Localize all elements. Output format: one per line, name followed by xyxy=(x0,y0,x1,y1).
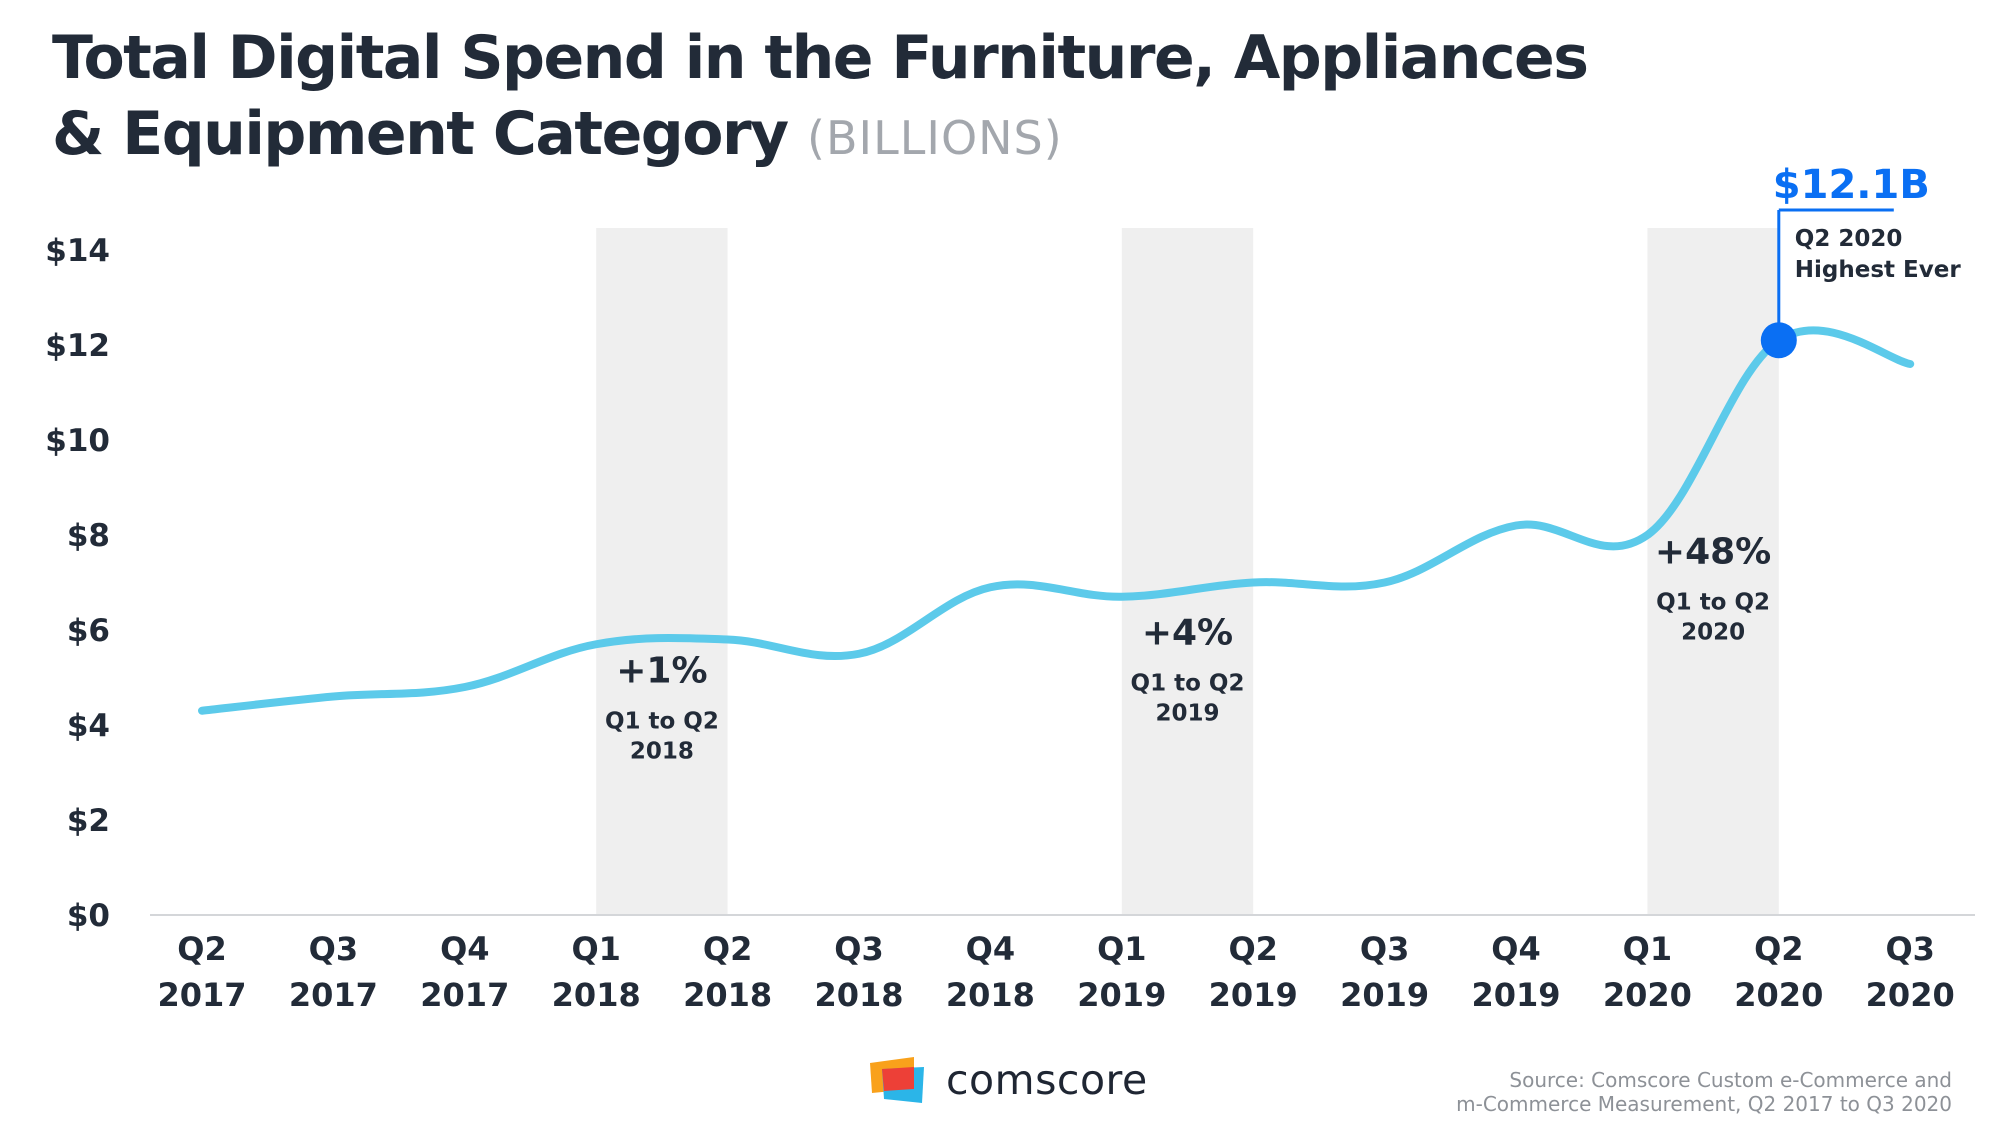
x-tick-quarter: Q1 xyxy=(571,930,620,968)
x-tick-quarter: Q1 xyxy=(1097,930,1146,968)
x-tick-year: 2019 xyxy=(1340,976,1429,1014)
annotations: +1% Q1 to Q2 2018 +4% Q1 to Q2 2019 +48% Q1 to … xyxy=(605,532,1771,765)
y-tick-label: $14 xyxy=(45,233,110,269)
x-tick-year: 2018 xyxy=(814,976,903,1014)
peak-note-line-2: Highest Ever xyxy=(1795,257,1962,283)
title-line-2-text: & Equipment Category xyxy=(52,99,789,169)
chart-title: Total Digital Spend in the Furniture, Ap… xyxy=(52,20,1812,176)
x-tick-year: 2017 xyxy=(420,976,509,1014)
y-tick-label: $0 xyxy=(67,898,110,934)
x-tick-year: 2017 xyxy=(289,976,378,1014)
change-label: +1% xyxy=(616,650,707,691)
change-year-label: 2019 xyxy=(1155,700,1219,726)
x-tick-year: 2017 xyxy=(157,976,246,1014)
shaded-range-2 xyxy=(1647,228,1779,915)
x-tick-quarter: Q3 xyxy=(834,930,883,968)
shaded-ranges xyxy=(596,228,1779,915)
x-tick-quarter: Q2 xyxy=(1754,930,1803,968)
peak-annotation: $12.1B Q2 2020 Highest Ever xyxy=(1760,162,1962,359)
change-period-label: Q1 to Q2 xyxy=(1131,670,1245,696)
x-tick-quarter: Q2 xyxy=(703,930,752,968)
x-tick-quarter: Q4 xyxy=(1491,930,1540,968)
x-tick-year: 2018 xyxy=(683,976,772,1014)
x-tick-quarter: Q1 xyxy=(1623,930,1672,968)
x-tick-year: 2018 xyxy=(552,976,641,1014)
comscore-logo: comscore xyxy=(868,1055,1148,1105)
change-period-label: Q1 to Q2 xyxy=(605,708,719,734)
x-tick-year: 2018 xyxy=(946,976,1035,1014)
logo-text: comscore xyxy=(946,1056,1148,1104)
shaded-range-0 xyxy=(596,228,728,915)
y-tick-label: $8 xyxy=(67,518,110,554)
x-tick-quarter: Q2 xyxy=(1228,930,1277,968)
title-line-2: & Equipment Category (BILLIONS) xyxy=(52,96,1812,176)
peak-value-label: $12.1B xyxy=(1773,162,1930,208)
x-tick-year: 2020 xyxy=(1603,976,1692,1014)
comscore-logo-icon xyxy=(870,1057,924,1103)
y-tick-label: $6 xyxy=(67,613,110,649)
series-line xyxy=(198,326,1915,715)
source-line-1: Source: Comscore Custom e-Commerce and xyxy=(1509,1068,1952,1092)
change-label: +48% xyxy=(1655,532,1771,573)
y-tick-label: $4 xyxy=(67,708,110,744)
x-tick-year: 2019 xyxy=(1077,976,1166,1014)
x-tick-quarter: Q3 xyxy=(1360,930,1409,968)
y-axis: $0 $2 $4 $6 $8 $10 $12 $14 xyxy=(45,233,110,934)
x-tick-year: 2020 xyxy=(1866,976,1955,1014)
title-unit: (BILLIONS) xyxy=(807,111,1063,165)
x-tick-year: 2019 xyxy=(1209,976,1298,1014)
change-period-label: Q1 to Q2 xyxy=(1656,590,1770,616)
title-line-1: Total Digital Spend in the Furniture, Ap… xyxy=(52,23,1589,93)
x-tick-quarter: Q2 xyxy=(177,930,226,968)
x-tick-quarter: Q3 xyxy=(309,930,358,968)
x-tick-quarter: Q3 xyxy=(1885,930,1934,968)
change-year-label: 2018 xyxy=(630,738,694,764)
x-tick-year: 2019 xyxy=(1471,976,1560,1014)
source-line-2: m-Commerce Measurement, Q2 2017 to Q3 20… xyxy=(1456,1092,1952,1116)
change-year-label: 2020 xyxy=(1681,620,1745,646)
x-tick-year: 2020 xyxy=(1734,976,1823,1014)
source-note: Source: Comscore Custom e-Commerce and m… xyxy=(1332,1068,1952,1116)
y-tick-label: $10 xyxy=(45,423,110,459)
change-label: +4% xyxy=(1142,612,1233,653)
x-axis: Q2 2017 Q3 2017 Q4 2017 Q1 2018 Q2 2018 Q3 2018 Q4 20… xyxy=(157,930,1954,1014)
peak-marker xyxy=(1760,322,1797,359)
x-tick-quarter: Q4 xyxy=(440,930,489,968)
shaded-range-1 xyxy=(1121,228,1254,915)
y-tick-label: $12 xyxy=(45,328,110,364)
x-tick-quarter: Q4 xyxy=(966,930,1015,968)
y-tick-label: $2 xyxy=(67,803,110,839)
peak-note-line-1: Q2 2020 xyxy=(1795,226,1903,252)
